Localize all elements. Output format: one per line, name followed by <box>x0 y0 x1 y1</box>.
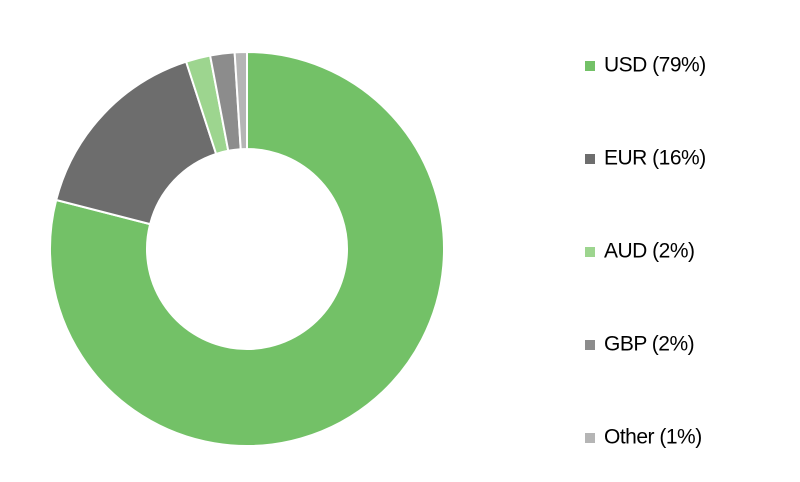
donut-slice <box>54 60 218 226</box>
legend-swatch <box>585 433 595 443</box>
legend-swatch <box>585 154 595 164</box>
legend-label: Other (1%) <box>604 426 702 449</box>
legend-label: AUD (2%) <box>604 240 695 263</box>
legend-swatch <box>585 61 595 71</box>
legend-swatch <box>585 247 595 257</box>
legend-label: USD (79%) <box>604 54 706 77</box>
donut-slice <box>233 50 248 151</box>
legend-label: EUR (16%) <box>604 147 706 170</box>
donut-slice <box>49 50 445 447</box>
legend-swatch <box>585 340 595 350</box>
legend-label: GBP (2%) <box>604 333 694 356</box>
